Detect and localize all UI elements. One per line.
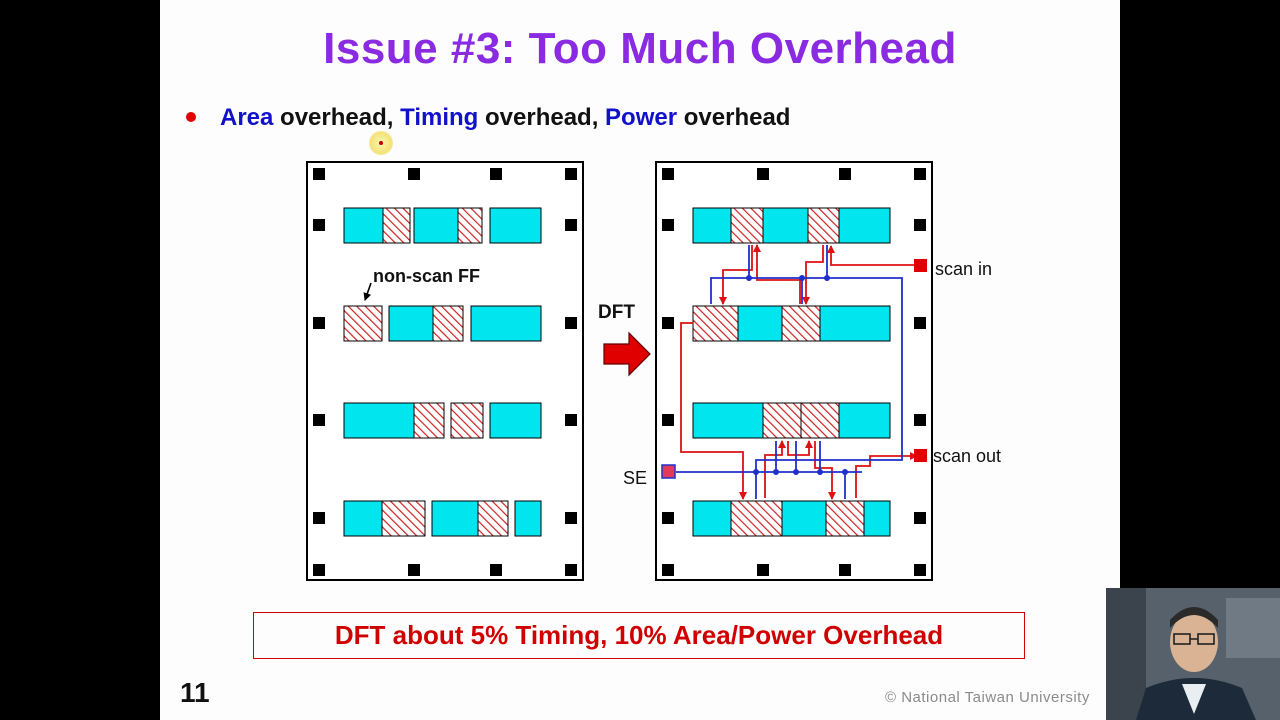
wire-junctions bbox=[746, 275, 848, 475]
dft-label: DFT bbox=[598, 302, 635, 323]
nonscan-ff-label: non-scan FF bbox=[373, 266, 480, 286]
bullet-dot-icon bbox=[186, 111, 196, 122]
slide: Issue #3: Too Much Overhead Area overhea… bbox=[160, 0, 1120, 720]
se-label: SE bbox=[623, 468, 647, 488]
dft-layout-diagram: non-scan FF DFT bbox=[306, 161, 1001, 581]
scan-chain-wires bbox=[680, 244, 918, 500]
scan-enable-wires bbox=[676, 245, 903, 499]
scan-out-label: scan out bbox=[933, 446, 1001, 466]
logic-blocks-right bbox=[692, 207, 891, 537]
summary-box: DFT about 5% Timing, 10% Area/Power Over… bbox=[253, 612, 1025, 659]
scan-in-label: scan in bbox=[935, 259, 992, 279]
scan-in-pin bbox=[914, 259, 927, 272]
slide-title: Issue #3: Too Much Overhead bbox=[323, 24, 957, 73]
laser-pointer-icon bbox=[369, 131, 393, 155]
keyword-timing: Timing bbox=[400, 104, 479, 131]
chip-before-dft: non-scan FF bbox=[306, 161, 584, 581]
logic-blocks-left bbox=[343, 207, 542, 537]
chip-after-dft bbox=[655, 161, 933, 581]
bullet-point: Area overhead, Timing overhead, Power ov… bbox=[186, 104, 790, 132]
presenter-video-icon bbox=[1106, 588, 1280, 720]
se-pin bbox=[661, 464, 676, 479]
dft-arrow-icon bbox=[603, 331, 651, 377]
bullet-text-2: overhead, bbox=[478, 104, 606, 131]
page-number: 11 bbox=[180, 677, 210, 708]
io-pads-right bbox=[662, 168, 926, 576]
copyright-notice: © National Taiwan University bbox=[885, 689, 1090, 706]
keyword-area: Area bbox=[220, 104, 274, 131]
nonscan-ff-arrow bbox=[363, 282, 372, 301]
presenter-webcam bbox=[1106, 588, 1280, 720]
scan-out-pin bbox=[914, 449, 927, 462]
keyword-power: Power bbox=[605, 104, 678, 131]
bullet-text-3: overhead bbox=[677, 104, 791, 131]
io-pads-left bbox=[313, 168, 577, 576]
bullet-text-1: overhead, bbox=[273, 104, 401, 131]
